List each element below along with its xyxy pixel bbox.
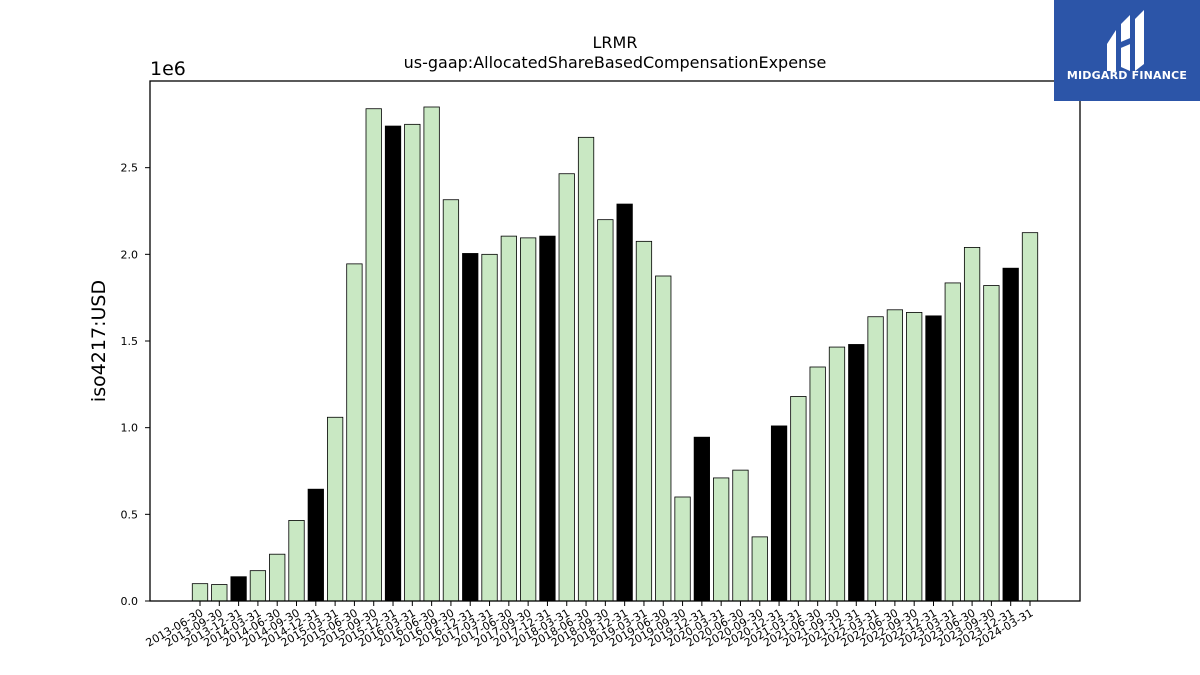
bar-2022-06-30: [886, 309, 903, 602]
chart-title: LRMR: [593, 33, 638, 52]
y-tick-label: 0.0: [121, 595, 139, 608]
y-tick-label: 2.5: [121, 162, 139, 175]
bar-2023-06-30: [963, 246, 981, 602]
bar-2018-06-30: [577, 136, 595, 602]
bar-2021-06-30: [809, 366, 826, 602]
brand-name: MIDGARD FINANCE: [1066, 69, 1188, 82]
bar-2013-06-30: [191, 583, 209, 602]
bar-2024-03-31: [1021, 232, 1039, 602]
plot-frame: [149, 80, 1081, 602]
bar-2022-12-31: [925, 315, 942, 602]
bar-2019-12-31: [693, 436, 710, 602]
bar-2015-03-31: [326, 416, 344, 602]
bar-2015-12-31: [384, 125, 402, 602]
bar-2014-09-30: [288, 520, 305, 602]
bar-2021-03-31: [790, 396, 807, 602]
bar-2016-12-31: [462, 253, 479, 602]
bar-2018-09-30: [597, 219, 614, 602]
bar-2018-12-31: [616, 203, 633, 602]
bar-2021-12-31: [848, 344, 865, 602]
bar-2020-06-30: [732, 469, 749, 602]
bar-2017-03-31: [481, 253, 498, 602]
chart-subtitle: us-gaap:AllocatedShareBasedCompensationE…: [404, 53, 827, 72]
bar-2014-12-31: [307, 488, 324, 602]
bar-2019-03-31: [635, 240, 653, 602]
brand-logo: MIDGARD FINANCE: [1054, 0, 1200, 101]
bar-2021-09-30: [828, 346, 846, 602]
bar-2023-09-30: [983, 285, 1000, 602]
bar-2023-12-31: [1002, 267, 1019, 602]
bar-2016-09-30: [442, 199, 460, 602]
bar-2020-09-30: [751, 536, 768, 602]
bars-layer: [191, 106, 1039, 602]
bar-2019-09-30: [674, 496, 691, 602]
y-tick-label: 1.0: [121, 422, 139, 435]
bar-2022-09-30: [906, 311, 923, 602]
bar-2015-06-30: [346, 263, 363, 602]
y-ticks: 0.0 0.5 1.0 1.5 2.0 2.5: [121, 162, 150, 608]
bar-2013-12-31: [230, 576, 247, 602]
bar-2022-03-31: [867, 316, 884, 602]
y-scale-label: 1e6: [150, 58, 186, 80]
y-tick-label: 0.5: [121, 508, 139, 521]
y-tick-label: 1.5: [121, 335, 139, 348]
bar-2017-06-30: [500, 235, 517, 602]
y-axis-label: iso4217:USD: [88, 280, 110, 402]
bar-2016-03-31: [404, 123, 421, 602]
bar-2014-06-30: [269, 553, 286, 602]
bar-2018-03-31: [558, 173, 575, 602]
bar-2020-12-31: [770, 425, 788, 602]
bar-2016-06-30: [423, 106, 440, 602]
bar-2017-09-30: [520, 237, 537, 602]
y-tick-label: 2.0: [121, 248, 139, 261]
bar-2013-09-30: [211, 584, 228, 602]
bar-2020-03-31: [713, 477, 730, 602]
bar-2019-06-30: [655, 275, 672, 602]
midgard-monogram-icon: [1107, 10, 1144, 71]
bar-2015-09-30: [365, 108, 382, 602]
bar-2023-03-31: [944, 282, 961, 602]
x-ticks: 2013-06-302013-09-302013-12-312014-03-31…: [144, 601, 1036, 650]
bar-2014-03-31: [249, 570, 267, 602]
bar-2017-12-31: [539, 235, 556, 602]
